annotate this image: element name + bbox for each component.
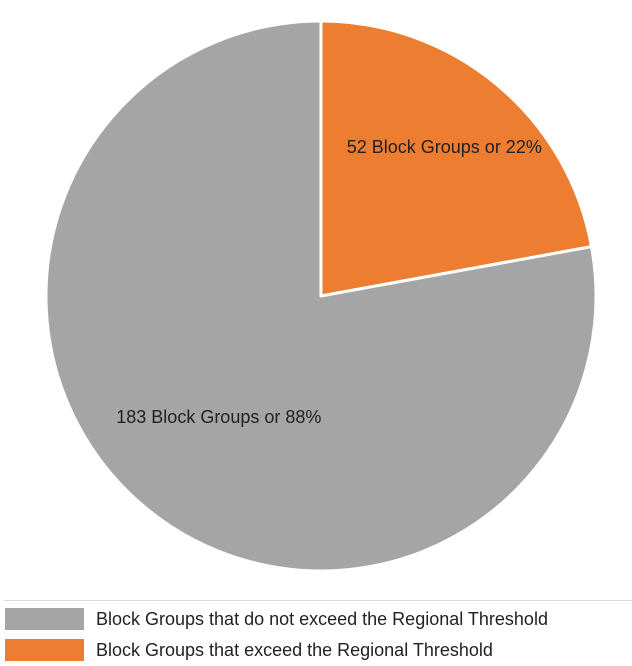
pie-chart: 52 Block Groups or 22% 183 Block Groups o… <box>44 19 598 573</box>
legend-label-exceed: Block Groups that exceed the Regional Th… <box>96 639 493 660</box>
legend-divider <box>4 600 632 601</box>
data-label-exceed: 52 Block Groups or 22% <box>347 137 542 157</box>
legend-item-not-exceed: Block Groups that do not exceed the Regi… <box>5 604 632 634</box>
legend-swatch-exceed <box>5 639 84 661</box>
chart-legend: Block Groups that do not exceed the Regi… <box>5 604 632 666</box>
legend-item-exceed: Block Groups that exceed the Regional Th… <box>5 635 632 665</box>
legend-label-not-exceed: Block Groups that do not exceed the Regi… <box>96 608 548 629</box>
legend-swatch-not-exceed <box>5 608 84 630</box>
pie-slice-not-exceed <box>44 19 598 573</box>
pie-slice-exceed <box>319 19 594 298</box>
data-label-not-exceed: 183 Block Groups or 88% <box>116 407 321 427</box>
